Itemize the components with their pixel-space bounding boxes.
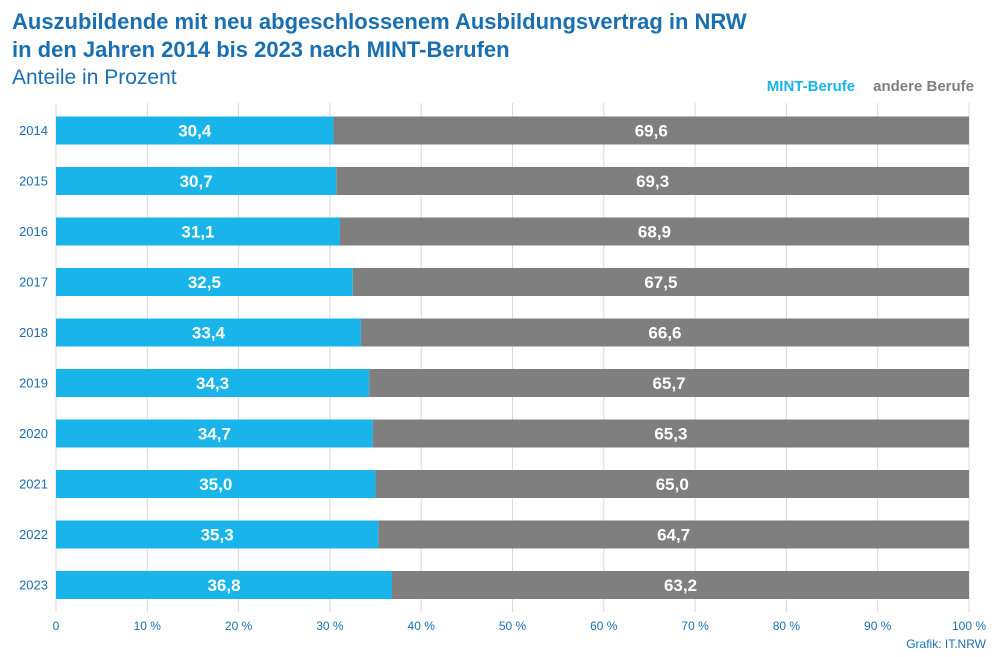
data-label-mint-2022: 35,3 <box>201 526 234 545</box>
chart-title: Auszubildende mit neu abgeschlossenem Au… <box>12 8 772 64</box>
data-label-other-2014: 69,6 <box>635 122 668 141</box>
data-label-other-2018: 66,6 <box>648 324 681 343</box>
bar-other-2020 <box>372 419 969 448</box>
x-tick-label-100: 100 % <box>952 619 986 633</box>
chart-title-line-2: in den Jahren 2014 bis 2023 nach MINT-Be… <box>12 37 510 62</box>
data-label-other-2021: 65,0 <box>656 475 689 494</box>
bar-mint-2023 <box>56 571 392 599</box>
data-label-other-2015: 69,3 <box>636 172 669 191</box>
data-label-mint-2018: 33,4 <box>192 324 226 343</box>
data-label-other-2019: 65,7 <box>653 374 686 393</box>
legend-item-other: andere Berufe <box>873 78 974 95</box>
data-label-mint-2017: 32,5 <box>188 273 221 292</box>
x-tick-label-0: 0 <box>53 619 60 633</box>
legend: MINT-Berufe andere Berufe <box>767 78 974 95</box>
bar-mint-2014 <box>56 116 334 145</box>
x-tick-label-70: 70 % <box>681 619 709 633</box>
bar-mint-2019 <box>56 369 370 397</box>
legend-item-mint: MINT-Berufe <box>766 78 856 95</box>
x-tick-label-60: 60 % <box>590 619 618 633</box>
data-label-other-2023: 63,2 <box>664 576 697 595</box>
bar-other-2018 <box>360 318 969 347</box>
data-label-mint-2023: 36,8 <box>207 576 240 595</box>
y-tick-label-2019: 2019 <box>19 376 48 391</box>
data-label-mint-2016: 31,1 <box>181 223 214 242</box>
data-label-mint-2020: 34,7 <box>198 425 231 444</box>
bar-other-2022 <box>378 520 969 549</box>
data-label-mint-2021: 35,0 <box>199 475 232 494</box>
bar-mint-2016 <box>56 217 340 246</box>
x-tick-label-40: 40 % <box>408 619 436 633</box>
x-tick-label-90: 90 % <box>864 619 892 633</box>
bar-mint-2015 <box>56 167 337 195</box>
y-tick-label-2015: 2015 <box>19 174 48 189</box>
data-label-other-2017: 67,5 <box>644 273 677 292</box>
label-layer: 0 10 % 20 % 30 % 40 % 50 % 60 % 70 % 80 % 90 % 100… <box>19 122 986 634</box>
chart-title-line-1: Auszubildende mit neu abgeschlossenem Au… <box>12 9 747 34</box>
bar-other-2015 <box>336 167 969 195</box>
data-label-mint-2019: 34,3 <box>196 374 229 393</box>
x-tick-label-10: 10 % <box>134 619 162 633</box>
bar-other-2014 <box>333 116 969 145</box>
source-credit: Grafik: IT.NRW <box>906 637 986 651</box>
x-tick-label-80: 80 % <box>773 619 801 633</box>
bar-mint-2018 <box>56 318 361 347</box>
data-label-other-2022: 64,7 <box>657 526 690 545</box>
data-label-mint-2014: 30,4 <box>178 122 212 141</box>
stacked-bar-chart: 0 10 % 20 % 30 % 40 % 50 % 60 % 70 % 80 % 90 % 100… <box>19 103 986 634</box>
y-tick-label-2020: 2020 <box>19 426 48 441</box>
bar-other-2019 <box>369 369 969 397</box>
y-tick-label-2016: 2016 <box>19 224 48 239</box>
y-tick-label-2021: 2021 <box>19 477 48 492</box>
x-tick-label-50: 50 % <box>499 619 527 633</box>
bar-layer <box>56 116 970 599</box>
bar-other-2021 <box>375 470 969 498</box>
x-tick-label-20: 20 % <box>225 619 253 633</box>
data-label-other-2020: 65,3 <box>654 425 687 444</box>
chart-subtitle: Anteile in Prozent <box>12 66 177 89</box>
bar-other-2023 <box>391 571 969 599</box>
bar-mint-2017 <box>56 268 353 296</box>
data-label-other-2016: 68,9 <box>638 223 671 242</box>
bar-other-2016 <box>339 217 969 246</box>
data-label-mint-2015: 30,7 <box>180 172 213 191</box>
bar-mint-2022 <box>56 520 379 549</box>
y-tick-label-2023: 2023 <box>19 578 48 593</box>
bar-other-2017 <box>352 268 970 296</box>
y-tick-label-2018: 2018 <box>19 325 48 340</box>
y-tick-label-2014: 2014 <box>19 123 48 138</box>
bar-mint-2021 <box>56 470 376 498</box>
y-tick-label-2022: 2022 <box>19 527 48 542</box>
y-tick-label-2017: 2017 <box>19 275 48 290</box>
bar-mint-2020 <box>56 419 373 448</box>
x-tick-label-30: 30 % <box>316 619 344 633</box>
